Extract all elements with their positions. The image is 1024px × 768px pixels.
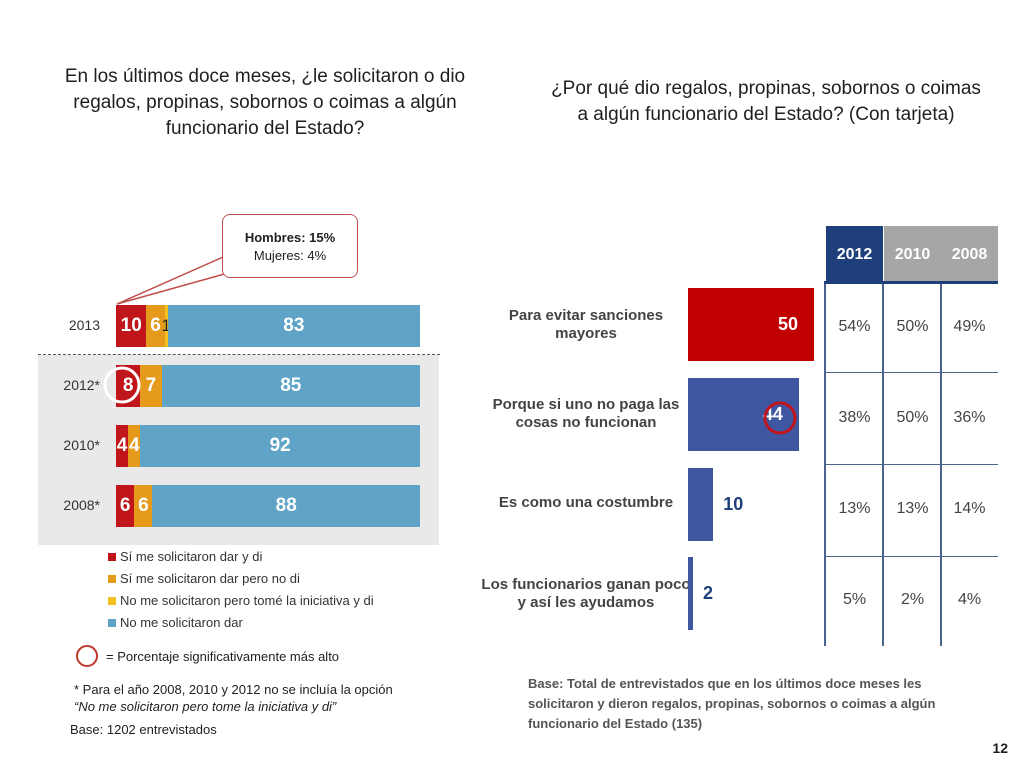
legend-swatch — [108, 574, 116, 583]
table-cell: 4% — [957, 591, 982, 608]
legend-label: No me solicitaron dar — [120, 615, 243, 630]
table-row-rule — [824, 372, 998, 373]
bar-segment: 6 — [116, 485, 135, 527]
bar-segment: 8 — [116, 365, 141, 407]
bar-row: 10 6 1 83 — [116, 305, 420, 347]
legend-label: Sí me solicitaron dar y di — [120, 549, 263, 564]
year-label: 2008* — [63, 497, 100, 513]
legend-label: Sí me solicitaron dar pero no di — [120, 571, 300, 586]
bar-value-label: 2 — [703, 582, 714, 603]
bar-row: 6 6 88 — [116, 485, 420, 527]
category-label: Los funcionarios ganan poco y así les ay… — [481, 576, 691, 611]
legend-item: Sí me solicitaron dar pero no di — [108, 571, 300, 586]
table-cell: 50% — [896, 318, 929, 335]
table-cell: 13% — [896, 500, 929, 517]
legend-swatch — [108, 596, 116, 605]
table-cell: 5% — [842, 591, 867, 608]
bar-segment: 4 — [128, 425, 141, 467]
gender-callout: Hombres: 15% Mujeres: 4% — [222, 214, 358, 278]
table-header-cell: 2010 — [884, 226, 941, 284]
callout-men: Hombres: 15% — [244, 230, 336, 245]
footnote-2: “No me solicitaron pero tome la iniciati… — [74, 699, 337, 714]
table-cell: 50% — [896, 409, 929, 426]
bar-value-label: 50 — [778, 313, 799, 334]
table-header-cell: 2012 — [826, 226, 883, 284]
bar-segment: 4 — [116, 425, 129, 467]
left-chart-title: En los últimos doce meses, ¿le solicitar… — [64, 66, 466, 139]
page-number: 12 — [992, 740, 1008, 756]
table-cell: 49% — [953, 318, 986, 335]
bar-value-label: 85 — [280, 375, 302, 396]
legend-label: No me solicitaron pero tomé la iniciativ… — [120, 593, 374, 608]
bar-value-label: 7 — [145, 375, 157, 396]
legend-item: No me solicitaron pero tomé la iniciativ… — [108, 593, 374, 608]
bar-value-label: 83 — [283, 315, 305, 336]
bar-value-label: 10 — [723, 493, 744, 514]
footnote-1: * Para el año 2008, 2010 y 2012 no se in… — [74, 682, 393, 697]
bar-value-label: 92 — [269, 435, 291, 456]
table-column-rule — [940, 284, 942, 646]
bar-value-label: 44 — [762, 403, 783, 424]
table-row-rule — [824, 464, 998, 465]
historical-background-panel — [38, 355, 439, 545]
significance-legend: = Porcentaje significativamente más alto — [76, 645, 339, 667]
table-header-rule — [824, 281, 998, 284]
table-column-rule — [882, 284, 884, 646]
bar-value-label: 4 — [116, 435, 128, 456]
bar-value-label: 6 — [150, 315, 161, 336]
bar-value-label: 6 — [138, 495, 149, 516]
year-label: 2013 — [68, 317, 100, 333]
bar-value-label: 6 — [119, 495, 131, 516]
bar-row: 8 7 85 — [116, 365, 420, 407]
table-cell: 38% — [838, 409, 871, 426]
category-label: Para evitar sanciones mayores — [508, 307, 664, 342]
right-chart-title: ¿Por qué dio regalos, propinas, sobornos… — [551, 78, 981, 125]
table-cell: 54% — [838, 318, 871, 335]
legend-item: Sí me solicitaron dar y di — [108, 549, 262, 564]
bar-segment: 83 — [167, 305, 420, 347]
table-column-rule — [824, 284, 826, 646]
bar-row: 4 4 92 — [116, 425, 420, 467]
year-label: 2010* — [63, 437, 100, 453]
category-label: Porque si uno no paga las cosas no funci… — [492, 396, 680, 431]
callout-women: Mujeres: 4% — [253, 248, 327, 263]
bar — [688, 288, 814, 361]
table-cell: 13% — [838, 500, 871, 517]
bar — [688, 468, 714, 541]
bar-segment: 7 — [140, 365, 162, 407]
base-right: Base: Total de entrevistados que en los … — [528, 676, 936, 731]
legend-swatch — [108, 618, 116, 627]
bar-segment: 88 — [152, 485, 420, 527]
bar-value-label: 88 — [275, 495, 297, 516]
bar-segment: 85 — [161, 365, 420, 407]
bar-value-label: 8 — [122, 375, 134, 396]
table-cell: 14% — [953, 500, 986, 517]
circle-icon — [76, 645, 98, 667]
year-label: 2012* — [63, 377, 100, 393]
bar-segment: 92 — [140, 425, 420, 467]
category-label: Es como una costumbre — [498, 494, 674, 511]
table-header-cell: 2008 — [941, 226, 998, 284]
year-divider-line — [38, 354, 440, 355]
bar-value-label: 1 — [161, 316, 171, 335]
table-row-rule — [824, 556, 998, 557]
bar — [688, 557, 694, 630]
legend-swatch — [108, 552, 116, 561]
significance-legend-text: = Porcentaje significativamente más alto — [106, 648, 340, 664]
bar-segment: 10 — [116, 305, 147, 347]
bar-value-label: 4 — [128, 435, 140, 456]
bar-value-label: 10 — [120, 315, 142, 336]
bar-segment: 6 — [134, 485, 153, 527]
table-cell: 2% — [900, 591, 925, 608]
bar-segment: 6 — [146, 305, 165, 347]
base-left: Base: 1202 entrevistados — [70, 722, 217, 737]
legend-item: No me solicitaron dar — [108, 615, 243, 630]
table-cell: 36% — [953, 409, 986, 426]
bar-segment: 1 — [161, 305, 171, 347]
callout-pointer — [116, 253, 248, 305]
